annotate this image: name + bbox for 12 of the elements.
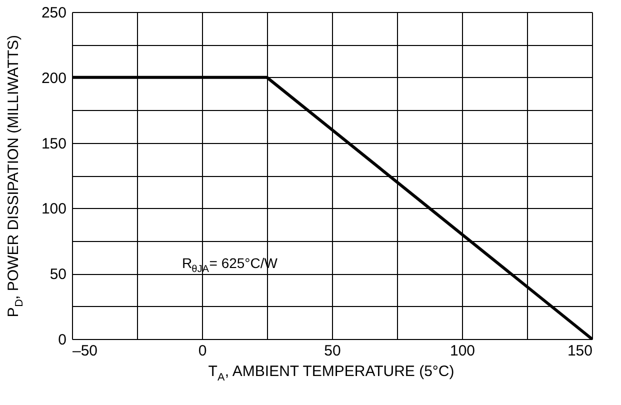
x-tick-label: 0 (198, 342, 207, 360)
x-tick-label: 100 (450, 342, 476, 360)
y-tick-label: 50 (50, 266, 66, 284)
y-axis-title: PD, POWER DISSIPATION (MILLIWATTS) (5, 34, 26, 318)
y-tick-label: 0 (58, 332, 66, 348)
x-tick-label: –50 (72, 342, 98, 360)
y-tick-label: 100 (41, 200, 66, 218)
x-tick-label: 150 (567, 342, 592, 360)
y-tick-label: 150 (41, 135, 66, 152)
y-tick-label: 200 (41, 70, 66, 87)
x-tick-label: 50 (324, 342, 341, 360)
y-tick-label: 250 (41, 4, 66, 22)
